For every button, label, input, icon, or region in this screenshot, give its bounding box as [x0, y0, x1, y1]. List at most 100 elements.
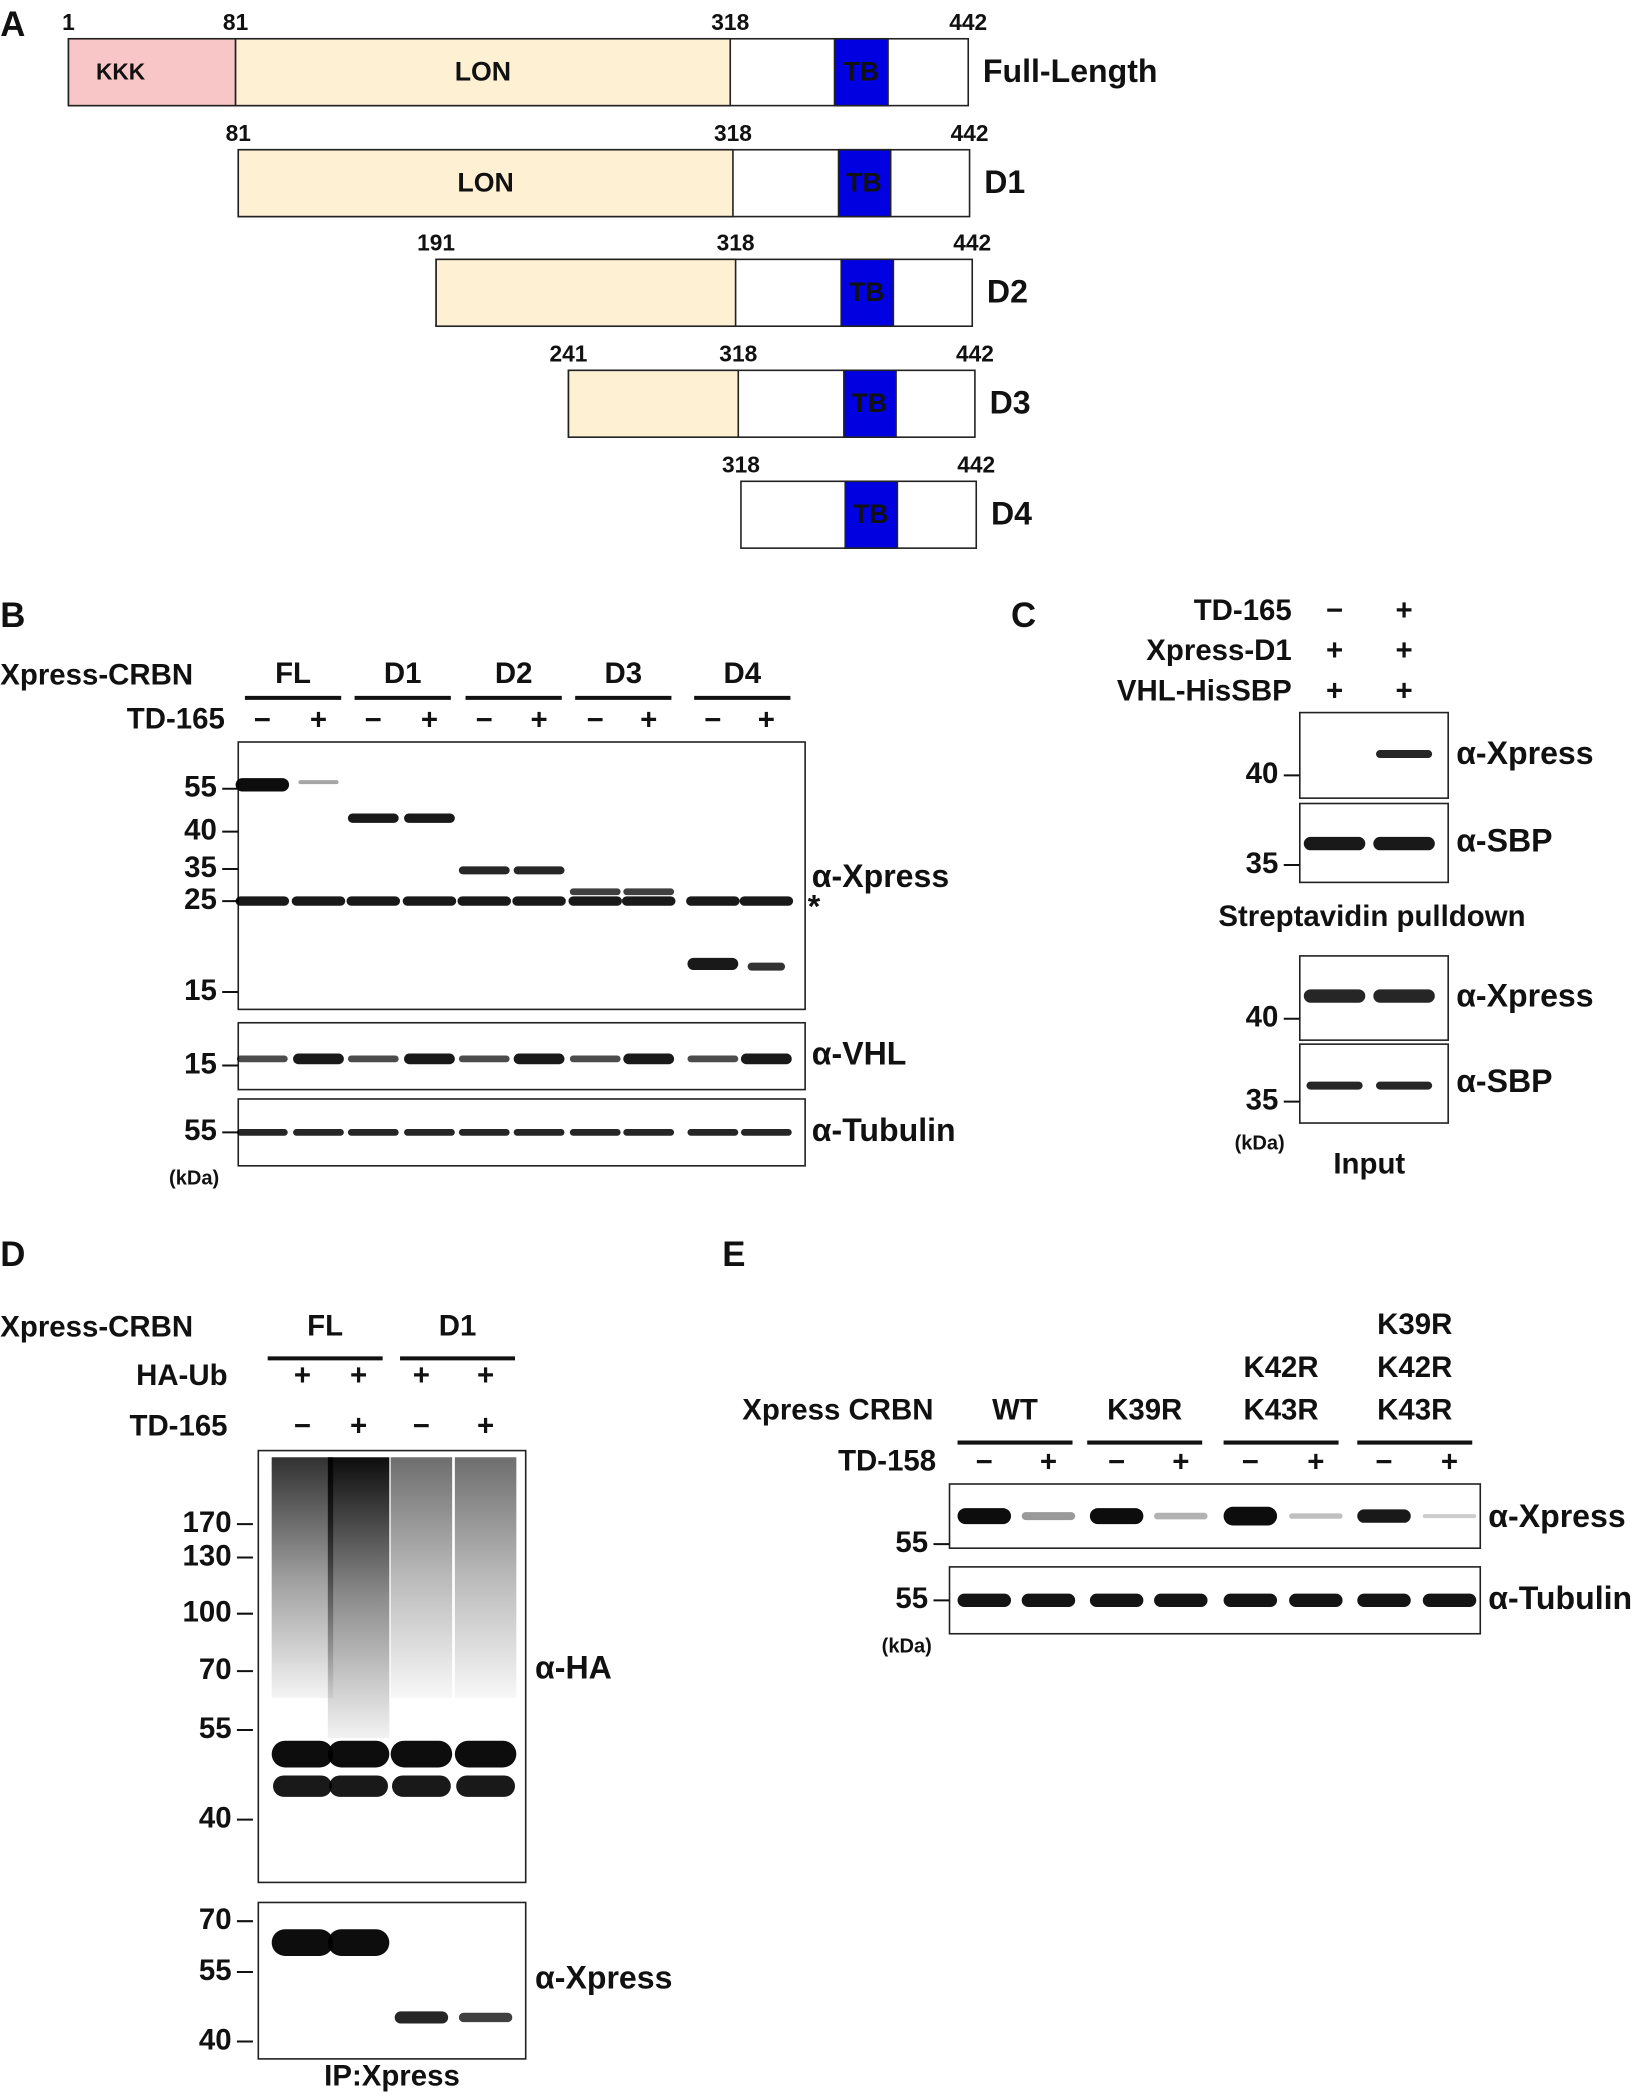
band	[329, 1775, 388, 1797]
domain	[567, 369, 740, 438]
domain	[844, 480, 899, 549]
band	[957, 1593, 1012, 1608]
sign: +	[1395, 634, 1412, 667]
band	[1089, 1508, 1144, 1525]
band	[747, 962, 786, 971]
label: Xpress-CRBN	[0, 658, 193, 691]
band	[293, 1129, 344, 1136]
band	[1375, 1081, 1433, 1090]
domain-label: LON	[457, 168, 513, 198]
sign: −	[1326, 594, 1343, 627]
group-label: FL	[307, 1309, 343, 1342]
marker-label: 55	[895, 1582, 928, 1615]
smear	[390, 1457, 453, 1698]
band	[458, 2012, 513, 2023]
band	[687, 1129, 739, 1136]
marker-label: 25	[184, 883, 217, 916]
residue-number: 318	[722, 452, 760, 478]
band	[621, 896, 676, 906]
band	[236, 1129, 288, 1136]
marker-label: 55	[895, 1526, 928, 1559]
band	[347, 813, 399, 823]
band	[1289, 1593, 1343, 1608]
smear	[454, 1457, 517, 1698]
band	[1289, 1513, 1343, 1519]
residue-number: 318	[714, 120, 752, 146]
smear	[271, 1457, 334, 1698]
construct-name: D1	[984, 164, 1025, 200]
band	[569, 888, 621, 896]
marker-label: 70	[199, 1903, 232, 1936]
marker-label: 100	[182, 1595, 231, 1628]
sign: +	[1326, 674, 1343, 707]
marker-label: 55	[199, 1712, 232, 1745]
band	[1303, 836, 1366, 851]
band	[687, 957, 739, 970]
band	[623, 1053, 675, 1065]
sign: +	[1441, 1446, 1458, 1479]
residue-number: 442	[953, 230, 991, 256]
marker-label: 35	[1246, 1083, 1279, 1116]
band	[1357, 1509, 1411, 1523]
band	[298, 780, 339, 785]
construct-name: D2	[987, 274, 1028, 310]
note: *	[808, 889, 821, 925]
band	[347, 1055, 399, 1063]
band	[1375, 750, 1433, 759]
band	[569, 1129, 621, 1136]
label: TD-165	[127, 702, 225, 735]
sign: +	[1307, 1446, 1324, 1479]
residue-number: 191	[417, 230, 455, 256]
band	[1306, 1081, 1363, 1090]
band	[740, 1053, 792, 1065]
band	[1089, 1593, 1144, 1608]
band	[623, 888, 675, 896]
band	[271, 1929, 334, 1956]
marker-label: 15	[184, 974, 217, 1007]
sign: −	[294, 1410, 311, 1443]
panel-label: D	[0, 1236, 25, 1274]
group-label: K42R	[1377, 1351, 1452, 1384]
band	[404, 813, 455, 823]
blot	[257, 1901, 527, 2060]
marker-label: 55	[184, 1114, 217, 1147]
band	[513, 866, 565, 875]
band	[740, 1129, 792, 1136]
band	[457, 896, 511, 906]
antibody: α-Tubulin	[1488, 1580, 1632, 1616]
residue-number: 318	[719, 341, 757, 367]
band	[273, 1775, 332, 1797]
caption: IP:Xpress	[324, 2059, 460, 2092]
domain	[237, 148, 734, 218]
group-label: K42R	[1243, 1351, 1318, 1384]
band	[291, 896, 346, 906]
caption: Streptavidin pulldown	[1218, 900, 1525, 933]
sign: +	[530, 704, 547, 737]
marker-label: 15	[184, 1047, 217, 1080]
band	[327, 1929, 390, 1956]
residue-number: 318	[711, 9, 749, 35]
band	[512, 896, 566, 906]
sign: −	[704, 704, 721, 737]
band	[404, 1129, 455, 1136]
residue-number: 442	[956, 341, 994, 367]
band	[390, 1740, 453, 1768]
label: VHL-HisSBP	[1117, 674, 1292, 707]
sign: +	[294, 1359, 311, 1392]
sign: −	[976, 1446, 993, 1479]
sign: −	[476, 704, 493, 737]
construct-name: D3	[990, 385, 1031, 421]
group-label: K39R	[1107, 1394, 1182, 1427]
unit-label: (kDa)	[169, 1167, 219, 1189]
domain	[234, 37, 732, 107]
panel-label: C	[1011, 597, 1036, 635]
label: TD-165	[1194, 594, 1292, 627]
band	[392, 1775, 451, 1797]
residue-number: 442	[957, 452, 995, 478]
group-label: WT	[992, 1394, 1038, 1427]
band	[1357, 1593, 1411, 1608]
sign: +	[1395, 594, 1412, 627]
group-label: FL	[275, 657, 311, 690]
construct-name: Full-Length	[983, 53, 1158, 89]
